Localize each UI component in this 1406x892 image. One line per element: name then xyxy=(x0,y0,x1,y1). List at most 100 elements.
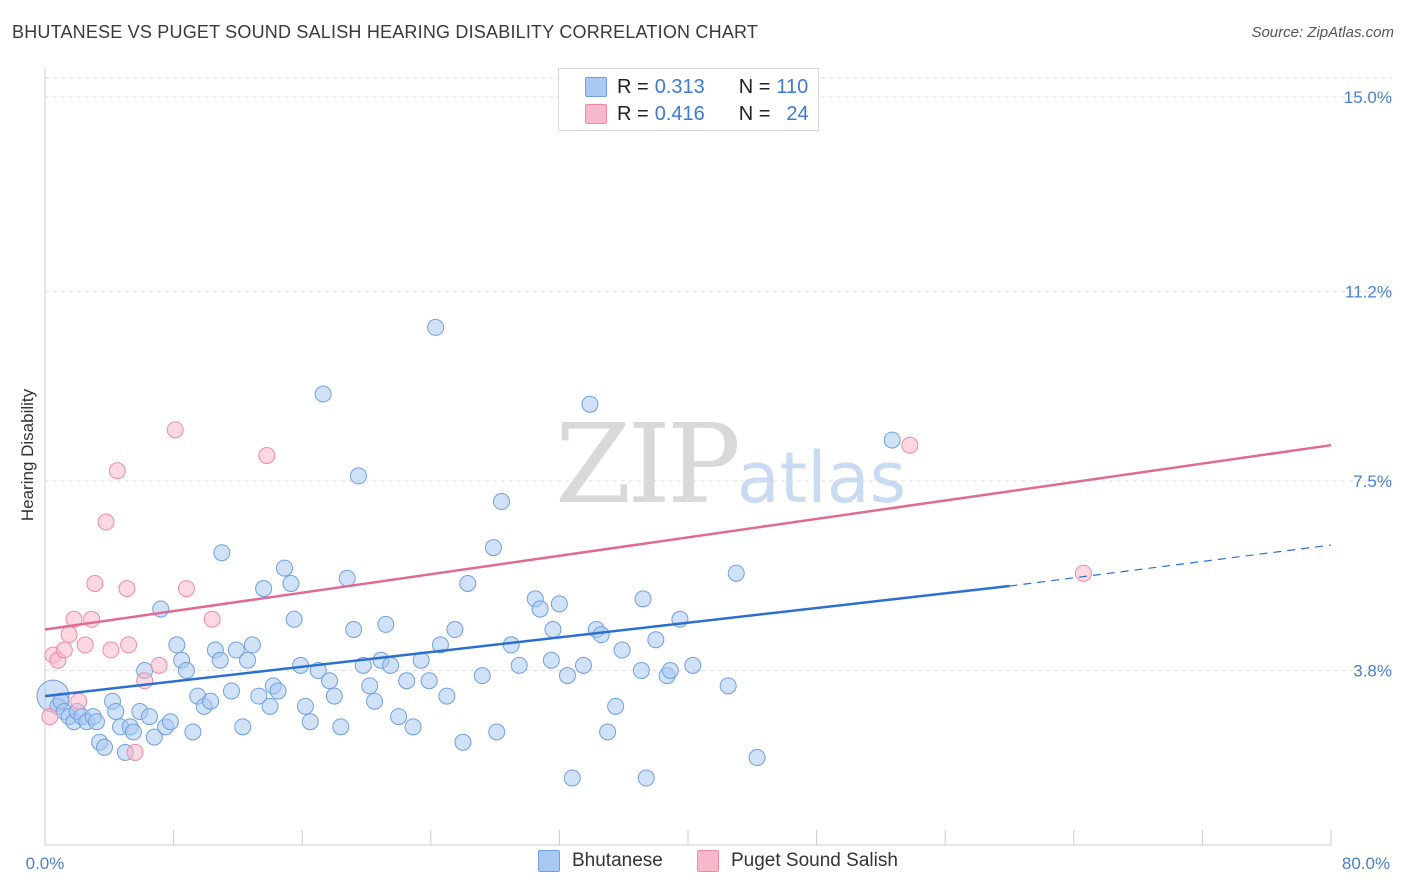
legend-swatch-bhutanese xyxy=(585,77,607,97)
bhutanese-point xyxy=(637,769,655,787)
bhutanese-point xyxy=(493,493,511,511)
bhutanese-point xyxy=(647,631,665,649)
watermark: ZIPatlas xyxy=(555,400,906,528)
bhutanese-point xyxy=(366,692,384,710)
bhutanese-point xyxy=(255,580,273,598)
puget-point xyxy=(118,580,136,598)
bhutanese-point xyxy=(261,697,279,715)
bhutanese-point xyxy=(243,636,261,654)
bhutanese-point xyxy=(531,600,549,618)
puget-point xyxy=(60,626,78,644)
bhutanese-point xyxy=(276,559,294,577)
bhutanese-point xyxy=(613,641,631,659)
bhutanese-point xyxy=(349,467,367,485)
bhutanese-point xyxy=(382,656,400,674)
bhutanese-point xyxy=(607,697,625,715)
puget-trend-line xyxy=(44,443,1332,631)
puget-point xyxy=(108,462,126,480)
bhutanese-point xyxy=(634,590,652,608)
bhutanese-point xyxy=(321,672,339,690)
bhutanese-point xyxy=(420,672,438,690)
puget-point xyxy=(258,446,276,464)
bhutanese-point xyxy=(661,662,679,679)
bhutanese-point xyxy=(282,574,300,592)
bhutanese-point xyxy=(338,569,356,587)
bhutanese-point xyxy=(575,656,593,674)
bhutanese-point xyxy=(145,728,163,746)
legend-n-label: N = xyxy=(738,75,771,98)
bottom-legend-puget: Puget Sound Salish xyxy=(697,850,898,872)
bhutanese-point xyxy=(404,718,422,736)
legend-r-value: 0.416 xyxy=(654,102,705,125)
bhutanese-trend-extension xyxy=(1009,544,1332,587)
bhutanese-point xyxy=(592,626,610,644)
puget-point xyxy=(102,641,120,659)
puget-point xyxy=(70,692,88,710)
legend-r-label: R = xyxy=(617,75,649,98)
legend-row-puget: R = 0.416 N = 24 xyxy=(585,102,809,126)
puget-point xyxy=(203,610,221,628)
legend-n-value: 110 xyxy=(776,75,809,98)
correlation-legend: R = 0.313 N = 110 R = 0.416 N = 24 xyxy=(558,68,819,131)
bhutanese-point xyxy=(563,769,581,787)
bhutanese-point xyxy=(502,636,520,654)
legend-row-bhutanese: R = 0.313 N = 110 xyxy=(585,75,808,99)
y-tick-label: 11.2% xyxy=(1345,283,1392,302)
bottom-legend-label-bhutanese: Bhutanese xyxy=(572,850,663,871)
bhutanese-point xyxy=(301,713,319,731)
bhutanese-point xyxy=(325,687,343,705)
puget-point xyxy=(55,641,73,659)
bhutanese-point xyxy=(161,713,179,731)
bhutanese-point xyxy=(719,677,737,695)
bhutanese-point xyxy=(488,723,506,741)
bhutanese-point xyxy=(446,621,464,639)
y-tick-label: 7.5% xyxy=(1353,472,1392,491)
y-tick-label: 3.8% xyxy=(1353,662,1392,681)
chart-title: BHUTANESE VS PUGET SOUND SALISH HEARING … xyxy=(12,22,759,42)
bhutanese-point xyxy=(438,687,456,705)
bhutanese-point xyxy=(87,713,105,731)
puget-point xyxy=(177,580,195,598)
bhutanese-point xyxy=(558,667,576,685)
puget-point xyxy=(76,636,94,654)
puget-point xyxy=(1074,564,1092,582)
bhutanese-point xyxy=(269,682,287,700)
bhutanese-point xyxy=(314,385,332,403)
bhutanese-point xyxy=(632,662,650,679)
bhutanese-point xyxy=(454,733,472,751)
bottom-swatch-bhutanese xyxy=(538,850,560,872)
bhutanese-point xyxy=(211,651,229,669)
bhutanese-point xyxy=(177,662,195,679)
y-tick-label: 15.0% xyxy=(1344,88,1392,107)
bottom-legend-bhutanese: Bhutanese xyxy=(538,850,663,872)
watermark-atlas: atlas xyxy=(736,437,907,519)
bhutanese-point xyxy=(544,621,562,639)
bhutanese-point xyxy=(510,656,528,674)
puget-point xyxy=(97,513,115,531)
bhutanese-point xyxy=(390,708,408,726)
bhutanese-point xyxy=(95,738,113,756)
bhutanese-point xyxy=(107,702,125,720)
bhutanese-point xyxy=(599,723,617,741)
bhutanese-point xyxy=(550,595,568,613)
source-credit: Source: ZipAtlas.com xyxy=(1251,24,1394,41)
bottom-swatch-puget xyxy=(697,850,719,872)
x-tick-label: 80.0% xyxy=(1342,854,1390,873)
bhutanese-point xyxy=(213,544,231,562)
bhutanese-point xyxy=(473,667,491,685)
x-tick-label: 0.0% xyxy=(26,854,65,873)
bhutanese-point xyxy=(581,395,599,413)
puget-point xyxy=(901,436,919,454)
bhutanese-point xyxy=(542,651,560,669)
bhutanese-point xyxy=(748,749,766,767)
legend-swatch-puget xyxy=(585,104,607,124)
bhutanese-point xyxy=(227,641,245,659)
bhutanese-point xyxy=(250,687,268,705)
bhutanese-trend-line xyxy=(44,584,1010,698)
puget-point xyxy=(166,421,184,439)
legend-r-label: R = xyxy=(617,102,649,125)
bhutanese-point xyxy=(202,692,220,710)
bhutanese-point xyxy=(883,431,901,449)
bhutanese-point xyxy=(184,723,202,741)
bhutanese-point xyxy=(484,539,502,557)
